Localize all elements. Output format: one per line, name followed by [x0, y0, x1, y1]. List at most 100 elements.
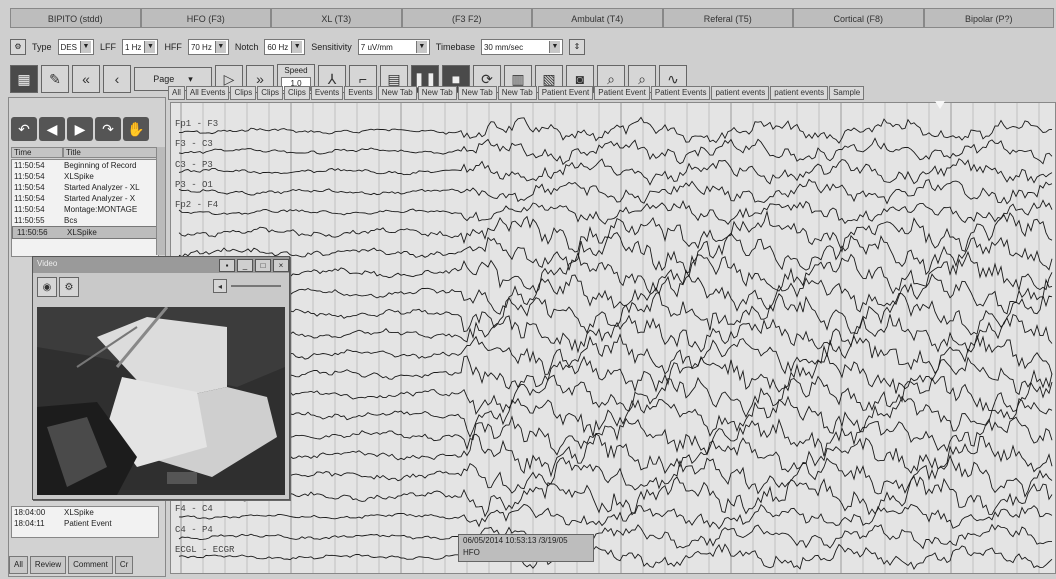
- eeg-tab[interactable]: All Events: [185, 86, 230, 100]
- eeg-trace: [178, 352, 1053, 396]
- eeg-trace: [178, 313, 1053, 354]
- eeg-tab[interactable]: Patient Event: [594, 86, 650, 100]
- eeg-trace: [178, 116, 1053, 144]
- event-row[interactable]: 11:50:54 Started Analyzer - X: [12, 193, 158, 204]
- time-column-header[interactable]: Time: [11, 147, 63, 158]
- volume-icon[interactable]: ◂: [213, 279, 227, 293]
- montage-tab[interactable]: Referal (T5): [662, 8, 793, 28]
- montage-editor-icon[interactable]: ▦: [10, 65, 38, 93]
- undo-icon[interactable]: ↶: [11, 117, 37, 141]
- montage-tab[interactable]: Cortical (F8): [793, 8, 924, 28]
- hand-icon[interactable]: ✋: [123, 117, 149, 141]
- chevron-down-icon: ▼: [415, 41, 427, 53]
- event-panel-tab[interactable]: Review: [29, 556, 67, 574]
- event-time: 11:50:54: [14, 183, 45, 192]
- snapshot-icon[interactable]: ◉: [37, 277, 57, 297]
- channel-label: C3 - P3: [175, 159, 213, 170]
- maximize-icon[interactable]: □: [255, 259, 271, 272]
- timebase-label: Timebase: [435, 42, 475, 52]
- montage-tab[interactable]: (F3 F2): [401, 8, 532, 28]
- event-time: 18:04:00: [14, 508, 46, 517]
- event-time: 11:50:54: [14, 194, 45, 203]
- eeg-trace: [178, 178, 1053, 205]
- eeg-tab[interactable]: patient events: [770, 86, 829, 100]
- eeg-tab[interactable]: Patient Events: [650, 86, 711, 100]
- eeg-tab[interactable]: Clips: [284, 86, 310, 100]
- event-row[interactable]: 11:50:55 Bcs: [12, 215, 158, 226]
- eeg-tab[interactable]: New Tab: [377, 86, 417, 100]
- event-time: 11:50:54: [14, 172, 45, 181]
- eeg-tab[interactable]: Events: [344, 86, 377, 100]
- volume-slider[interactable]: [231, 285, 281, 287]
- eeg-tab[interactable]: New Tab: [417, 86, 457, 100]
- event-row[interactable]: 11:50:54 Started Analyzer - XL: [12, 182, 158, 193]
- video-toolbar: ◉ ⚙ ◂: [37, 277, 285, 299]
- eeg-tab[interactable]: Clips: [230, 86, 257, 100]
- event-title: Patient Event: [64, 519, 112, 528]
- eeg-trace: [178, 503, 1053, 530]
- eeg-tab[interactable]: New Tab: [457, 86, 497, 100]
- video-settings-icon[interactable]: ⚙: [59, 277, 79, 297]
- rewind-icon[interactable]: «: [72, 65, 100, 93]
- eeg-tab[interactable]: Patient Event: [537, 86, 594, 100]
- settings-row: ⚙ Type DES ▼ LFF 1 Hz ▼ HFF 70 Hz ▼ Notch 6…: [10, 36, 1054, 58]
- event-panel-tab[interactable]: Comment: [68, 556, 113, 574]
- step-back-icon[interactable]: ‹: [103, 65, 131, 93]
- video-window[interactable]: Video ▪ _ □ × ◉ ⚙ ◂: [32, 256, 290, 500]
- minimize-icon[interactable]: _: [237, 259, 253, 272]
- event-row[interactable]: 11:50:54 XLSpike: [12, 171, 158, 182]
- settings-icon[interactable]: ⚙: [10, 39, 26, 55]
- next-event-icon[interactable]: ▶: [67, 117, 93, 141]
- event-row[interactable]: 18:04:00 XLSpike: [12, 507, 158, 518]
- eeg-tab[interactable]: Sample: [829, 86, 865, 100]
- video-titlebar[interactable]: Video ▪ _ □ ×: [33, 257, 289, 273]
- event-row[interactable]: 18:04:11 Patient Event: [12, 518, 158, 529]
- event-row[interactable]: 11:50:56 XLSpike: [12, 226, 158, 239]
- montage-tab[interactable]: Bipolar (P?): [923, 8, 1054, 28]
- event-row[interactable]: 11:50:54 Beginning of Record: [12, 160, 158, 171]
- eeg-tab[interactable]: Clips: [257, 86, 284, 100]
- lff-select[interactable]: 1 Hz ▼: [121, 39, 159, 55]
- timebase-select[interactable]: 30 mm/sec ▼: [480, 39, 563, 55]
- previous-event-icon[interactable]: ◀: [39, 117, 65, 141]
- montage-tab[interactable]: XL (T3): [271, 8, 402, 28]
- event-row[interactable]: 11:50:54 Montage:MONTAGE: [12, 204, 158, 215]
- eeg-trace: [178, 454, 1053, 498]
- eeg-trace: [178, 232, 1053, 276]
- eeg-trace: [178, 415, 1053, 457]
- channel-label: C4 - P4: [175, 524, 213, 535]
- close-icon[interactable]: ×: [273, 259, 289, 272]
- montage-tab[interactable]: Ambulat (T4): [532, 8, 663, 28]
- redo-icon[interactable]: ↷: [95, 117, 121, 141]
- event-panel-tab[interactable]: All: [9, 556, 28, 574]
- event-panel-tab[interactable]: Cr: [114, 556, 134, 574]
- event-list-scrollbar[interactable]: [156, 147, 165, 255]
- montage-tab[interactable]: BIPITO (stdd): [10, 8, 141, 28]
- analyzer-icon[interactable]: ✎: [41, 65, 69, 93]
- channel-label: Fp2 - F4: [175, 200, 219, 211]
- hfo-annotation[interactable]: 06/05/2014 10:53:13 /3/19/05 HFO: [458, 534, 594, 562]
- video-ctrl-icon[interactable]: ▪: [219, 259, 235, 272]
- event-time: 11:50:54: [14, 161, 45, 170]
- type-select[interactable]: DES ▼: [57, 39, 94, 55]
- montage-tab[interactable]: HFO (F3): [140, 8, 271, 28]
- time-marker-icon[interactable]: [935, 101, 945, 109]
- notch-select[interactable]: 60 Hz ▼: [264, 39, 306, 55]
- eeg-trace: [178, 333, 1053, 375]
- eeg-trace-area[interactable]: Fp1 - F3 F3 - C3 C3 - P3 P3 - O1 Fp2 - F4 F4 …: [170, 102, 1056, 574]
- event-title: XLSpike: [67, 228, 97, 237]
- eeg-tab[interactable]: All: [168, 86, 185, 100]
- eeg-tab[interactable]: patient events: [711, 86, 770, 100]
- timebase-stepper[interactable]: ⇕: [568, 39, 585, 55]
- event-title: Bcs: [64, 216, 78, 225]
- eeg-tab[interactable]: New Tab: [497, 86, 537, 100]
- hff-select[interactable]: 70 Hz ▼: [187, 39, 229, 55]
- event-list-lower: 18:04:00 XLSpike 18:04:11 Patient Event: [11, 506, 159, 538]
- title-column-header[interactable]: Title: [63, 147, 157, 158]
- eeg-traces: [178, 103, 1053, 573]
- eeg-tab[interactable]: Events: [310, 86, 344, 100]
- sensitivity-select[interactable]: 7 uV/mm ▼: [357, 39, 430, 55]
- eeg-trace: [178, 475, 1053, 518]
- chevron-down-icon: ▼: [291, 41, 303, 53]
- event-list-header: Time Title: [11, 147, 157, 158]
